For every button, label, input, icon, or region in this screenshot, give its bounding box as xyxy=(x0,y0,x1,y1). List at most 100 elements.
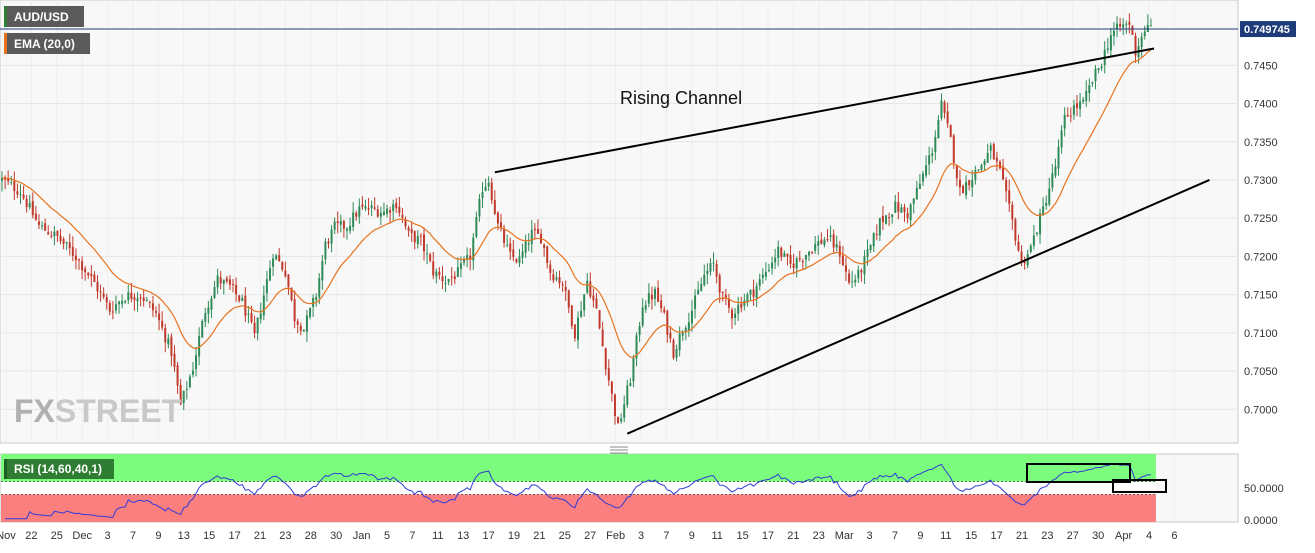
candle-body xyxy=(650,294,653,300)
candle-body xyxy=(792,263,795,268)
candle-body xyxy=(438,271,441,276)
candle-body xyxy=(1146,24,1149,32)
candle-body xyxy=(885,215,888,224)
candle-body xyxy=(921,173,924,182)
candle-body xyxy=(499,222,502,229)
candle-body xyxy=(164,328,167,343)
candle-body xyxy=(31,201,34,216)
candle-body xyxy=(521,251,524,258)
candle-body xyxy=(934,136,937,153)
candle-body xyxy=(333,221,336,230)
candle-body xyxy=(767,269,770,271)
candle-body xyxy=(601,329,604,347)
candle-body xyxy=(62,239,65,244)
candle-body xyxy=(992,143,995,160)
candle-body xyxy=(281,262,284,270)
candle-body xyxy=(68,242,71,249)
candle-body xyxy=(715,264,718,277)
candle-body xyxy=(1109,35,1112,51)
symbol-badge[interactable]: AUD/USD xyxy=(4,6,84,27)
candle-body xyxy=(355,212,358,217)
candle-body xyxy=(783,252,786,258)
candle-body xyxy=(777,246,780,258)
candle-body xyxy=(1017,241,1020,251)
candle-body xyxy=(709,263,712,272)
candle-body xyxy=(808,251,811,256)
candle-body xyxy=(1149,25,1152,27)
candle-body xyxy=(734,313,737,318)
candle-body xyxy=(1097,68,1100,70)
candle-body xyxy=(250,312,253,323)
time-tick-label: Dec xyxy=(72,530,92,542)
candle-body xyxy=(583,294,586,311)
candle-body xyxy=(447,278,450,282)
watermark-street: STREET xyxy=(55,393,182,429)
candle-body xyxy=(358,206,361,217)
candle-body xyxy=(860,270,863,273)
candle-body xyxy=(28,202,31,208)
price-tick-label: 0.7050 xyxy=(1244,366,1278,378)
candle-body xyxy=(401,214,404,218)
candle-body xyxy=(866,249,869,258)
candle-body xyxy=(669,332,672,339)
candle-body xyxy=(151,303,154,311)
rsi-overbought-zone xyxy=(1,454,1156,482)
candle-body xyxy=(265,279,268,294)
candle-body xyxy=(1045,203,1048,206)
time-tick-label: 21 xyxy=(1016,530,1028,542)
rsi-tick-label: 0.0000 xyxy=(1244,515,1278,527)
candle-body xyxy=(37,221,40,225)
candle-body xyxy=(881,215,884,222)
candle-body xyxy=(684,327,687,332)
candle-body xyxy=(820,239,823,244)
ema-badge[interactable]: EMA (20,0) xyxy=(4,33,90,54)
candle-body xyxy=(503,228,506,244)
rsi-badge[interactable]: RSI (14,60,40,1) xyxy=(4,459,114,479)
candle-body xyxy=(453,276,456,280)
candle-body xyxy=(395,202,398,209)
candle-body xyxy=(524,241,527,253)
candle-body xyxy=(127,292,130,301)
rising-channel-label: Rising Channel xyxy=(620,88,742,108)
scroll-handle[interactable] xyxy=(610,446,628,454)
candle-body xyxy=(1060,130,1063,148)
candle-body xyxy=(681,332,684,336)
candle-body xyxy=(268,268,271,281)
candle-body xyxy=(102,293,105,297)
candle-body xyxy=(416,236,419,245)
candle-body xyxy=(758,279,761,286)
candle-body xyxy=(811,252,814,254)
candle-body xyxy=(626,385,629,405)
time-tick-label: 13 xyxy=(457,530,469,542)
candle-body xyxy=(216,275,219,288)
candle-body xyxy=(170,336,173,356)
candle-body xyxy=(1140,36,1143,48)
rsi-tick-label: 50.0000 xyxy=(1244,483,1284,495)
candle-body xyxy=(577,317,579,341)
candle-body xyxy=(398,206,401,214)
time-tick-label: 27 xyxy=(584,530,596,542)
candle-body xyxy=(1085,90,1088,101)
candle-body xyxy=(327,241,330,244)
candle-body xyxy=(490,182,493,201)
candle-body xyxy=(370,205,373,209)
candle-body xyxy=(703,274,706,286)
candle-body xyxy=(155,311,158,313)
candle-body xyxy=(823,239,826,245)
rsi-oversold-zone xyxy=(1,494,1156,522)
candle-body xyxy=(493,200,496,215)
candle-body xyxy=(1035,232,1038,235)
candle-body xyxy=(1029,245,1032,253)
candle-body xyxy=(484,186,487,191)
candle-body xyxy=(533,228,536,231)
rising-channel xyxy=(0,28,1238,435)
symbol-label: AUD/USD xyxy=(14,10,69,24)
candle-body xyxy=(949,124,952,137)
candle-body xyxy=(700,284,703,291)
candle-body xyxy=(472,237,475,261)
rsi-line xyxy=(5,463,1151,520)
candle-body xyxy=(620,418,623,422)
candle-body xyxy=(721,291,724,293)
candle-body xyxy=(829,235,832,237)
